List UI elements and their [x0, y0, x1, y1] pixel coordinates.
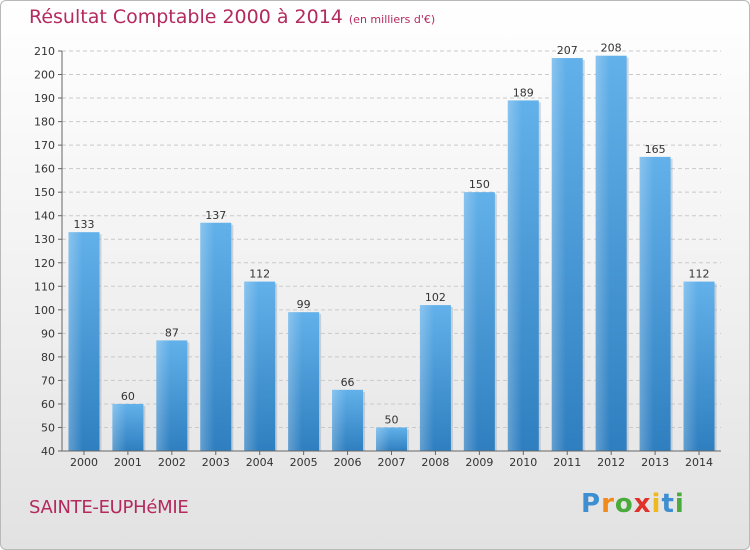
x-axis: 2000 2001 2002 2003 2004 2005 2006 2007 2008 2009…: [62, 450, 721, 469]
bar-highlight: [68, 232, 83, 451]
x-tick-label: 2003: [202, 456, 230, 469]
y-tick-label: 50: [41, 421, 55, 434]
bar-highlight: [288, 312, 303, 451]
data-label: 99: [297, 298, 311, 311]
x-tick-label: 2011: [553, 456, 581, 469]
x-tick-label: 2001: [114, 456, 142, 469]
data-label: 112: [689, 268, 710, 281]
x-tick-label: 2006: [334, 456, 362, 469]
y-tick-label: 100: [34, 304, 55, 317]
logo-letter: i: [674, 489, 685, 519]
bar-highlight: [244, 281, 259, 451]
y-tick-label: 60: [41, 398, 55, 411]
bars: 133 60 87 137 112 99 66 50 102 150 189 207 208 165 112: [68, 42, 717, 452]
y-tick-label: 190: [34, 92, 55, 105]
y-tick-label: 170: [34, 139, 55, 152]
data-label: 87: [165, 326, 179, 339]
logo-letter: i: [651, 489, 662, 519]
data-label: 207: [557, 44, 578, 57]
x-tick-label: 2014: [685, 456, 713, 469]
x-tick-label: 2013: [641, 456, 669, 469]
logo-letter: o: [614, 489, 634, 519]
x-tick-label: 2004: [246, 456, 274, 469]
bar-highlight: [683, 281, 698, 451]
data-label: 66: [341, 376, 355, 389]
chart-title-text: Résultat Comptable 2000 à 2014: [29, 6, 343, 28]
bar-highlight: [332, 389, 347, 451]
y-tick-label: 130: [34, 233, 55, 246]
x-tick-label: 2005: [290, 456, 318, 469]
bar-highlight: [463, 192, 478, 452]
x-tick-label: 2008: [421, 456, 449, 469]
y-tick-label: 40: [41, 445, 55, 458]
y-tick-label: 180: [34, 116, 55, 129]
data-label: 133: [73, 218, 94, 231]
chart-subtitle: (en milliers d'€): [348, 13, 436, 26]
logo-letter: r: [601, 489, 615, 519]
data-label: 137: [205, 209, 226, 222]
data-label: 60: [121, 390, 135, 403]
y-tick-label: 110: [34, 280, 55, 293]
x-tick-label: 2009: [465, 456, 493, 469]
data-label: 165: [645, 143, 666, 156]
data-label: 102: [425, 291, 446, 304]
bar-highlight: [419, 305, 434, 451]
chart-title: Résultat Comptable 2000 à 2014 (en millie…: [29, 6, 435, 28]
data-label: 189: [513, 86, 534, 99]
data-label: 50: [385, 413, 399, 426]
proxiti-logo: Proxiti: [581, 489, 685, 519]
bar-highlight: [200, 222, 215, 451]
bar-highlight: [112, 403, 127, 451]
y-tick-label: 160: [34, 163, 55, 176]
y-tick-label: 120: [34, 257, 55, 270]
bar-highlight: [639, 156, 654, 451]
x-tick-label: 2012: [597, 456, 625, 469]
y-tick-label: 70: [41, 374, 55, 387]
y-tick-label: 90: [41, 327, 55, 340]
x-tick-label: 2000: [70, 456, 98, 469]
logo-letter: t: [661, 489, 675, 519]
y-tick-label: 210: [34, 45, 55, 58]
logo-letter: P: [581, 489, 602, 519]
bar-highlight: [376, 427, 390, 451]
y-tick-label: 80: [41, 351, 55, 364]
bar-highlight: [551, 58, 566, 451]
data-label: 208: [601, 42, 622, 55]
place-name: SAINTE-EUPHéMIE: [29, 497, 189, 518]
x-tick-label: 2002: [158, 456, 186, 469]
data-label: 112: [249, 268, 270, 281]
y-tick-label: 200: [34, 69, 55, 82]
y-tick-label: 140: [34, 210, 55, 223]
x-tick-label: 2010: [509, 456, 537, 469]
bar-highlight: [156, 340, 171, 451]
bar-highlight: [507, 100, 522, 451]
data-label: 150: [469, 178, 490, 191]
x-tick-label: 2007: [378, 456, 406, 469]
bar-highlight: [595, 55, 610, 452]
logo-letter: x: [633, 489, 652, 519]
y-axis: 40 50 60 70 80 90 100 110 120 130 140 150 160 170 180 1…: [34, 45, 63, 458]
y-tick-label: 150: [34, 186, 55, 199]
